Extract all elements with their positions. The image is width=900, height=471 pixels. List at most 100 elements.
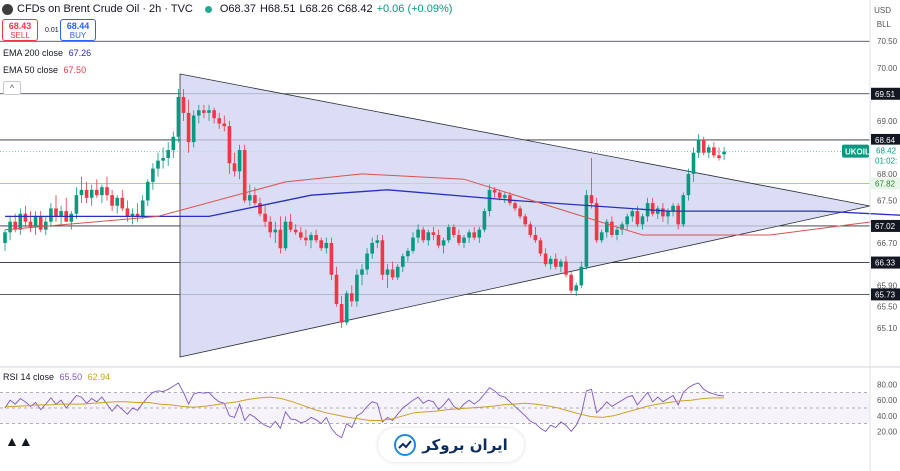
symbol-title[interactable]: CFDs on Brent Crude Oil · 2h · TVC: [17, 3, 193, 15]
price-change: +0.06 (+0.09%): [376, 3, 453, 15]
candle-body: [533, 234, 538, 241]
candle-body: [89, 189, 94, 198]
candle-body: [385, 269, 390, 275]
ema-50-legend[interactable]: EMA 50 close 67.50: [3, 65, 86, 75]
rsi-tick-label: 40.00: [877, 412, 898, 421]
candle-body: [508, 195, 512, 204]
candle-body: [350, 293, 354, 302]
price-level-label: 68.64: [875, 136, 896, 145]
candle-body: [554, 258, 558, 267]
candle-body: [186, 112, 191, 143]
candle-body: [569, 274, 573, 291]
candle-body: [441, 240, 446, 246]
candle-body: [156, 160, 160, 169]
candle-body: [151, 168, 155, 182]
price-tick-label: 65.90: [877, 281, 898, 290]
ohlc-open: O68.37: [219, 3, 256, 15]
candle-body: [309, 234, 313, 241]
symbol-logo-icon: [2, 3, 13, 15]
candle-body: [656, 208, 660, 214]
buy-button[interactable]: 68.44 BUY: [60, 19, 96, 41]
candle-body: [176, 96, 181, 137]
candle-body: [712, 147, 716, 156]
candle-body: [426, 232, 431, 241]
candle-body: [421, 229, 425, 241]
ema-200-legend[interactable]: EMA 200 close 67.26: [3, 48, 91, 58]
candle-body: [722, 151, 726, 155]
price-level-badge: [871, 288, 900, 301]
candle-body: [559, 261, 563, 267]
candle-body: [630, 211, 635, 217]
candle-body: [344, 293, 349, 323]
sell-button[interactable]: 68.43 SELL: [2, 19, 38, 41]
candle-body: [431, 232, 436, 235]
candle-body: [436, 234, 441, 246]
candle-body: [650, 203, 655, 214]
candle-body: [202, 110, 206, 113]
sell-price: 68.43: [8, 21, 32, 31]
collapse-legend-button[interactable]: ^: [3, 81, 21, 95]
candle-body: [375, 240, 380, 243]
chart-header: CFDs on Brent Crude Oil · 2h · TVC O68.3…: [0, 0, 452, 18]
tradingview-logo-icon[interactable]: ▲▲: [5, 433, 33, 449]
candle-body: [518, 208, 522, 217]
price-tick-label: 70.00: [877, 64, 898, 73]
candle-body: [69, 213, 74, 222]
rsi-label: RSI 14 close: [3, 372, 55, 382]
brand-text: ایران بروکر: [422, 436, 508, 454]
candle-body: [691, 152, 696, 174]
price-tick-label: 70.50: [877, 37, 898, 46]
candle-body: [212, 110, 216, 119]
candle-body: [268, 221, 272, 233]
buy-price: 68.44: [66, 21, 90, 31]
candle-body: [23, 213, 28, 222]
ema-200-value: 67.26: [68, 48, 92, 58]
candle-body: [3, 232, 7, 243]
candle-body: [171, 136, 176, 151]
candle-body: [74, 195, 79, 214]
ema-50-value: 67.50: [63, 65, 87, 75]
candle-body: [120, 197, 125, 209]
candle-body: [314, 234, 318, 241]
candle-body: [242, 150, 247, 201]
unit-label: BLL: [876, 20, 891, 29]
price-tick-label: 65.50: [877, 303, 898, 312]
candle-body: [146, 181, 150, 201]
candle-body: [288, 221, 293, 230]
candle-body: [125, 208, 130, 217]
candle-body: [79, 189, 84, 196]
candle-body: [661, 208, 665, 217]
candle-body: [304, 237, 308, 241]
buy-label: BUY: [69, 31, 87, 40]
candle-body: [676, 205, 680, 225]
candle-body: [620, 224, 624, 230]
candle-body: [355, 274, 359, 302]
candle-body: [130, 213, 135, 217]
candle-body: [273, 229, 278, 233]
candle-body: [548, 258, 553, 265]
candle-body: [528, 224, 533, 235]
candle-body: [293, 229, 298, 233]
price-tick-label: 69.00: [877, 117, 898, 126]
candle-body: [497, 192, 502, 198]
candle-body: [452, 227, 456, 235]
price-level-label: 67.82: [875, 179, 896, 188]
brand-logo-icon: [394, 434, 417, 456]
market-status-icon: [204, 5, 212, 13]
candle-body: [166, 150, 170, 158]
candle-body: [594, 203, 599, 241]
candle-body: [411, 237, 415, 251]
price-level-badge: [871, 177, 900, 190]
candle-body: [227, 126, 232, 164]
candle-body: [222, 123, 227, 127]
ema-200-line: [5, 189, 900, 218]
candle-body: [283, 221, 288, 249]
candle-body: [707, 147, 711, 153]
candle-body: [28, 221, 33, 227]
candle-body: [105, 187, 109, 196]
candle-body: [38, 216, 43, 230]
rsi-legend[interactable]: RSI 14 close 65.50 62.94: [3, 372, 110, 382]
candle-body: [365, 253, 369, 270]
candle-body: [615, 229, 619, 235]
